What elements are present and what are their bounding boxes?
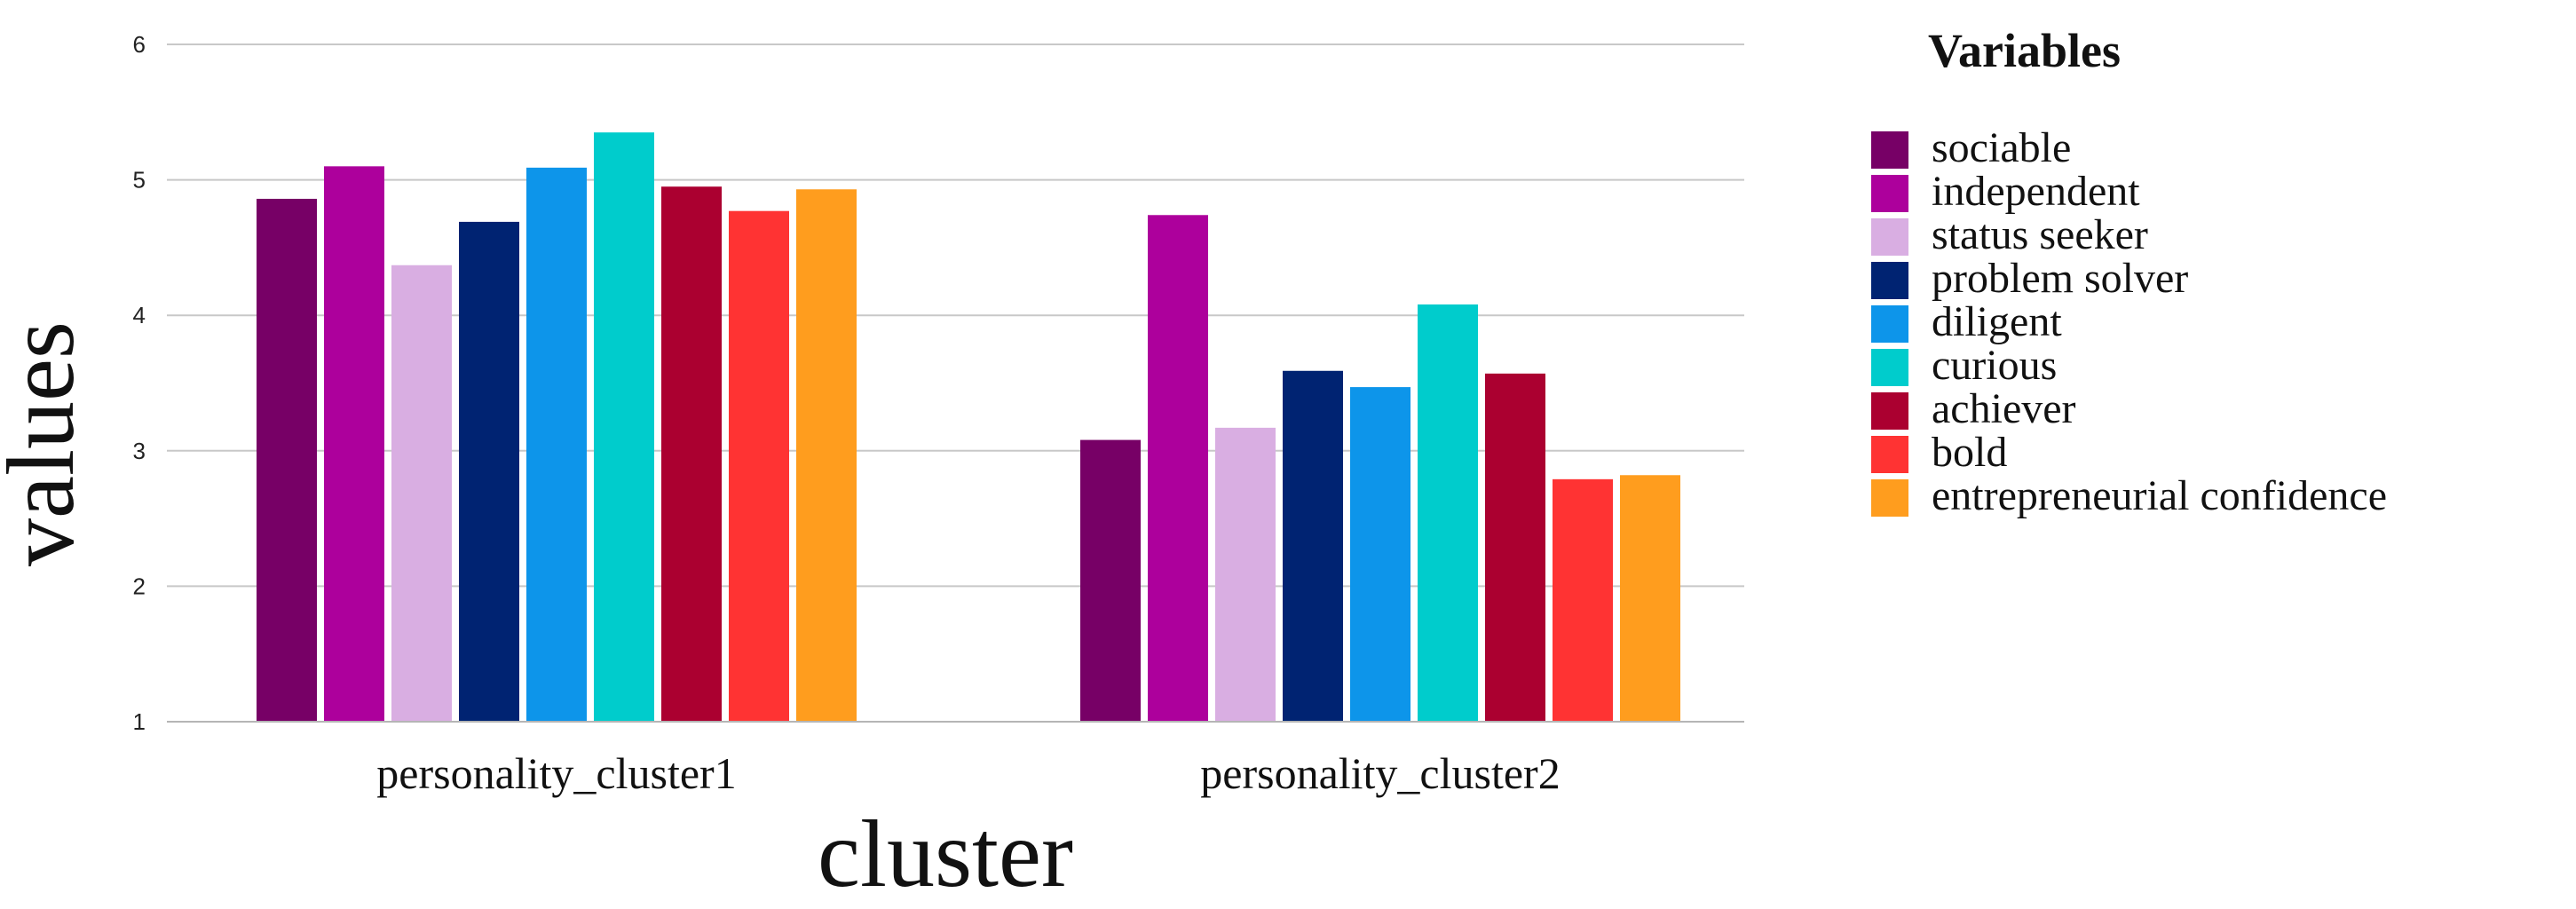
bar-entrepreneurial-confidence-personality_cluster1	[796, 189, 857, 723]
legend-swatch	[1871, 479, 1908, 517]
x-tick-labels: personality_cluster1 personality_cluster2	[376, 748, 1560, 798]
y-tick-label: 2	[133, 573, 146, 599]
y-tick-label: 6	[133, 31, 146, 58]
legend-label: curious	[1932, 342, 2057, 389]
bar-status-seeker-personality_cluster2	[1215, 427, 1276, 722]
legend-label: independent	[1932, 168, 2140, 215]
legend-swatch	[1871, 349, 1908, 386]
legend-label: achiever	[1932, 385, 2076, 432]
bar-independent-personality_cluster1	[324, 166, 384, 723]
legend-label: diligent	[1932, 298, 2062, 345]
bar-sociable-personality_cluster2	[1080, 439, 1141, 722]
legend-swatch	[1871, 436, 1908, 473]
legend-swatch	[1871, 175, 1908, 212]
legend-label: entrepreneurial confidence	[1932, 472, 2387, 519]
y-tick-label: 1	[133, 708, 146, 735]
legend-label: bold	[1932, 429, 2007, 476]
bar-independent-personality_cluster2	[1148, 215, 1208, 722]
y-tick-label: 4	[133, 302, 146, 328]
y-tick-label: 5	[133, 167, 146, 194]
legend-swatch	[1871, 392, 1908, 430]
legend-label: problem solver	[1932, 255, 2188, 302]
bars	[257, 132, 1680, 723]
x-tick-label: personality_cluster2	[1200, 748, 1560, 798]
y-tick-label: 3	[133, 438, 146, 464]
y-tick-labels: 1 2 3 4 5 6	[133, 31, 146, 735]
legend-swatch	[1871, 305, 1908, 343]
bar-problem-solver-personality_cluster2	[1283, 370, 1343, 722]
bar-achiever-personality_cluster1	[661, 186, 722, 723]
legend-title: Variables	[1928, 24, 2121, 77]
bar-problem-solver-personality_cluster1	[459, 221, 519, 722]
bar-sociable-personality_cluster1	[257, 198, 317, 723]
bar-entrepreneurial-confidence-personality_cluster2	[1620, 475, 1680, 722]
legend-swatch	[1871, 262, 1908, 299]
x-axis-title: cluster	[818, 802, 1073, 905]
legend-swatch	[1871, 131, 1908, 169]
bar-bold-personality_cluster1	[729, 210, 789, 722]
legend-label: sociable	[1932, 124, 2071, 171]
bar-achiever-personality_cluster2	[1485, 373, 1545, 722]
y-axis-title: values	[0, 321, 94, 566]
bar-diligent-personality_cluster1	[526, 167, 587, 723]
bar-status-seeker-personality_cluster1	[391, 265, 452, 722]
x-tick-label: personality_cluster1	[376, 748, 736, 798]
bar-diligent-personality_cluster2	[1350, 387, 1410, 722]
legend-swatch	[1871, 218, 1908, 256]
bar-curious-personality_cluster1	[594, 132, 654, 722]
bar-curious-personality_cluster2	[1418, 304, 1478, 722]
legend-label: status seeker	[1932, 211, 2148, 258]
bar-bold-personality_cluster2	[1553, 478, 1613, 722]
